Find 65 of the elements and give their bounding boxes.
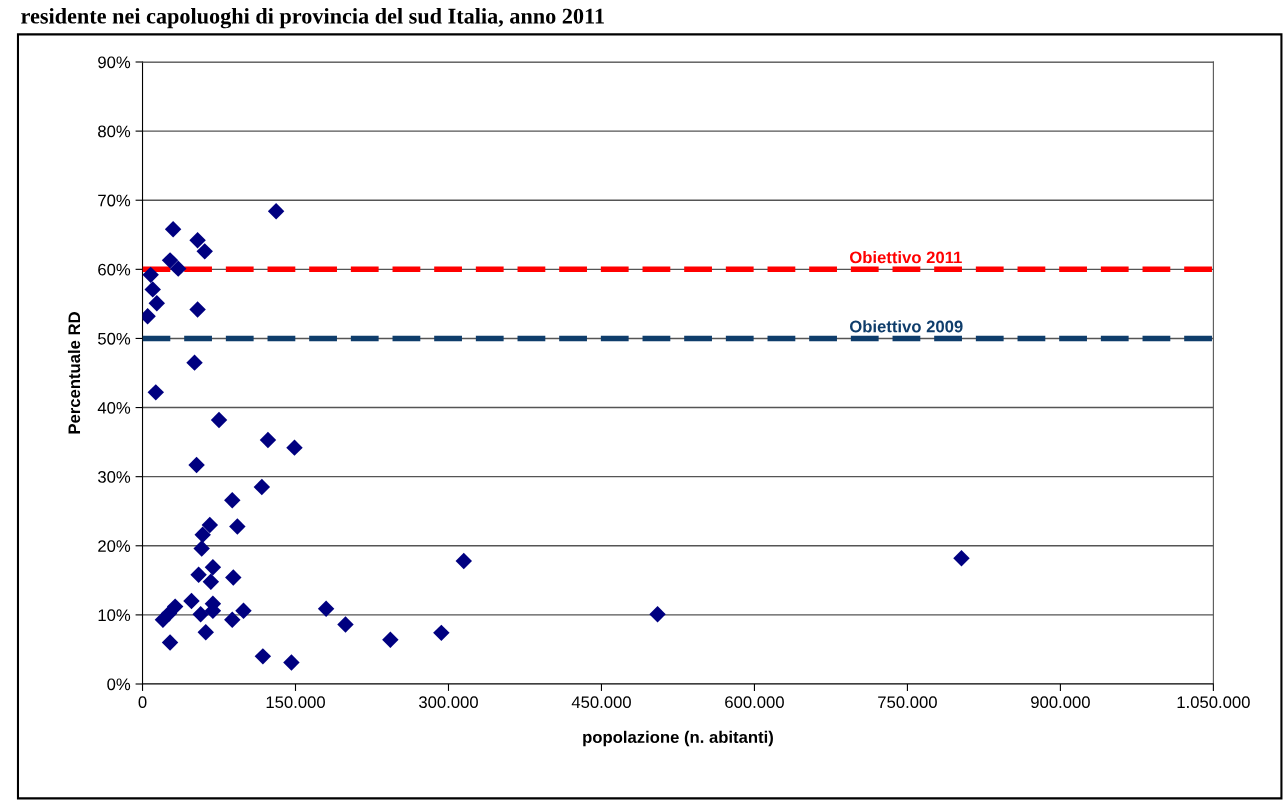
y-axis-title: Percentuale RD <box>67 312 81 434</box>
point <box>235 602 252 619</box>
y-tick-label: 40% <box>97 401 131 414</box>
point <box>337 616 354 633</box>
point <box>202 573 220 590</box>
point <box>190 566 207 584</box>
point <box>192 605 209 623</box>
point <box>225 569 242 586</box>
point <box>254 648 272 665</box>
point <box>161 634 179 651</box>
point <box>433 624 450 642</box>
x-tick-label: 1.050.000 <box>1177 696 1250 709</box>
point <box>201 516 219 534</box>
x-tick-label: 300.000 <box>419 696 478 709</box>
x-tick-label: 750.000 <box>878 696 937 709</box>
point <box>283 654 300 671</box>
point <box>253 478 271 496</box>
y-tick-label: 0% <box>107 678 131 691</box>
point <box>267 203 285 220</box>
point <box>189 301 206 318</box>
point <box>204 558 222 576</box>
ref-line-label: Obiettivo 2009 <box>849 320 963 333</box>
y-tick-label: 60% <box>98 263 131 276</box>
point <box>286 439 303 456</box>
y-tick-label: 50% <box>98 332 131 345</box>
y-tick-label: 20% <box>98 540 131 552</box>
x-tick-label: 150.000 <box>266 696 325 709</box>
y-tick-label: 90% <box>98 56 131 69</box>
x-tick-label: 600.000 <box>725 696 784 709</box>
point <box>259 431 277 449</box>
point <box>142 266 159 284</box>
point <box>147 384 164 401</box>
point <box>189 232 206 249</box>
point <box>193 540 210 557</box>
point <box>210 411 228 429</box>
chart-title: residente nei capoluoghi di provincia del sud Italia, anno 2011 <box>21 8 604 29</box>
x-tick-label: 0 <box>138 696 147 709</box>
point <box>953 550 970 567</box>
point <box>144 281 161 298</box>
point <box>194 526 211 543</box>
point <box>317 600 335 617</box>
point <box>186 354 203 371</box>
point <box>649 605 666 623</box>
point <box>382 631 399 648</box>
point <box>154 611 172 628</box>
x-axis-title: popolazione (n. abitanti) <box>583 730 773 747</box>
y-tick-label: 10% <box>98 609 131 622</box>
y-tick-label: 70% <box>98 194 131 207</box>
point <box>183 592 200 610</box>
point <box>224 491 241 509</box>
point <box>197 623 214 641</box>
point <box>224 611 241 628</box>
point <box>161 252 179 269</box>
point <box>455 552 472 570</box>
point <box>164 221 182 238</box>
x-tick-label: 450.000 <box>571 696 631 709</box>
point <box>188 456 205 474</box>
point <box>229 518 246 535</box>
point <box>148 294 166 312</box>
ref-line-label: Obiettivo 2011 <box>849 251 962 264</box>
x-tick-label: 900.000 <box>1031 696 1090 709</box>
y-tick-label: 30% <box>98 471 131 483</box>
point <box>196 243 213 260</box>
point <box>170 260 187 277</box>
y-tick-label: 80% <box>98 125 131 138</box>
